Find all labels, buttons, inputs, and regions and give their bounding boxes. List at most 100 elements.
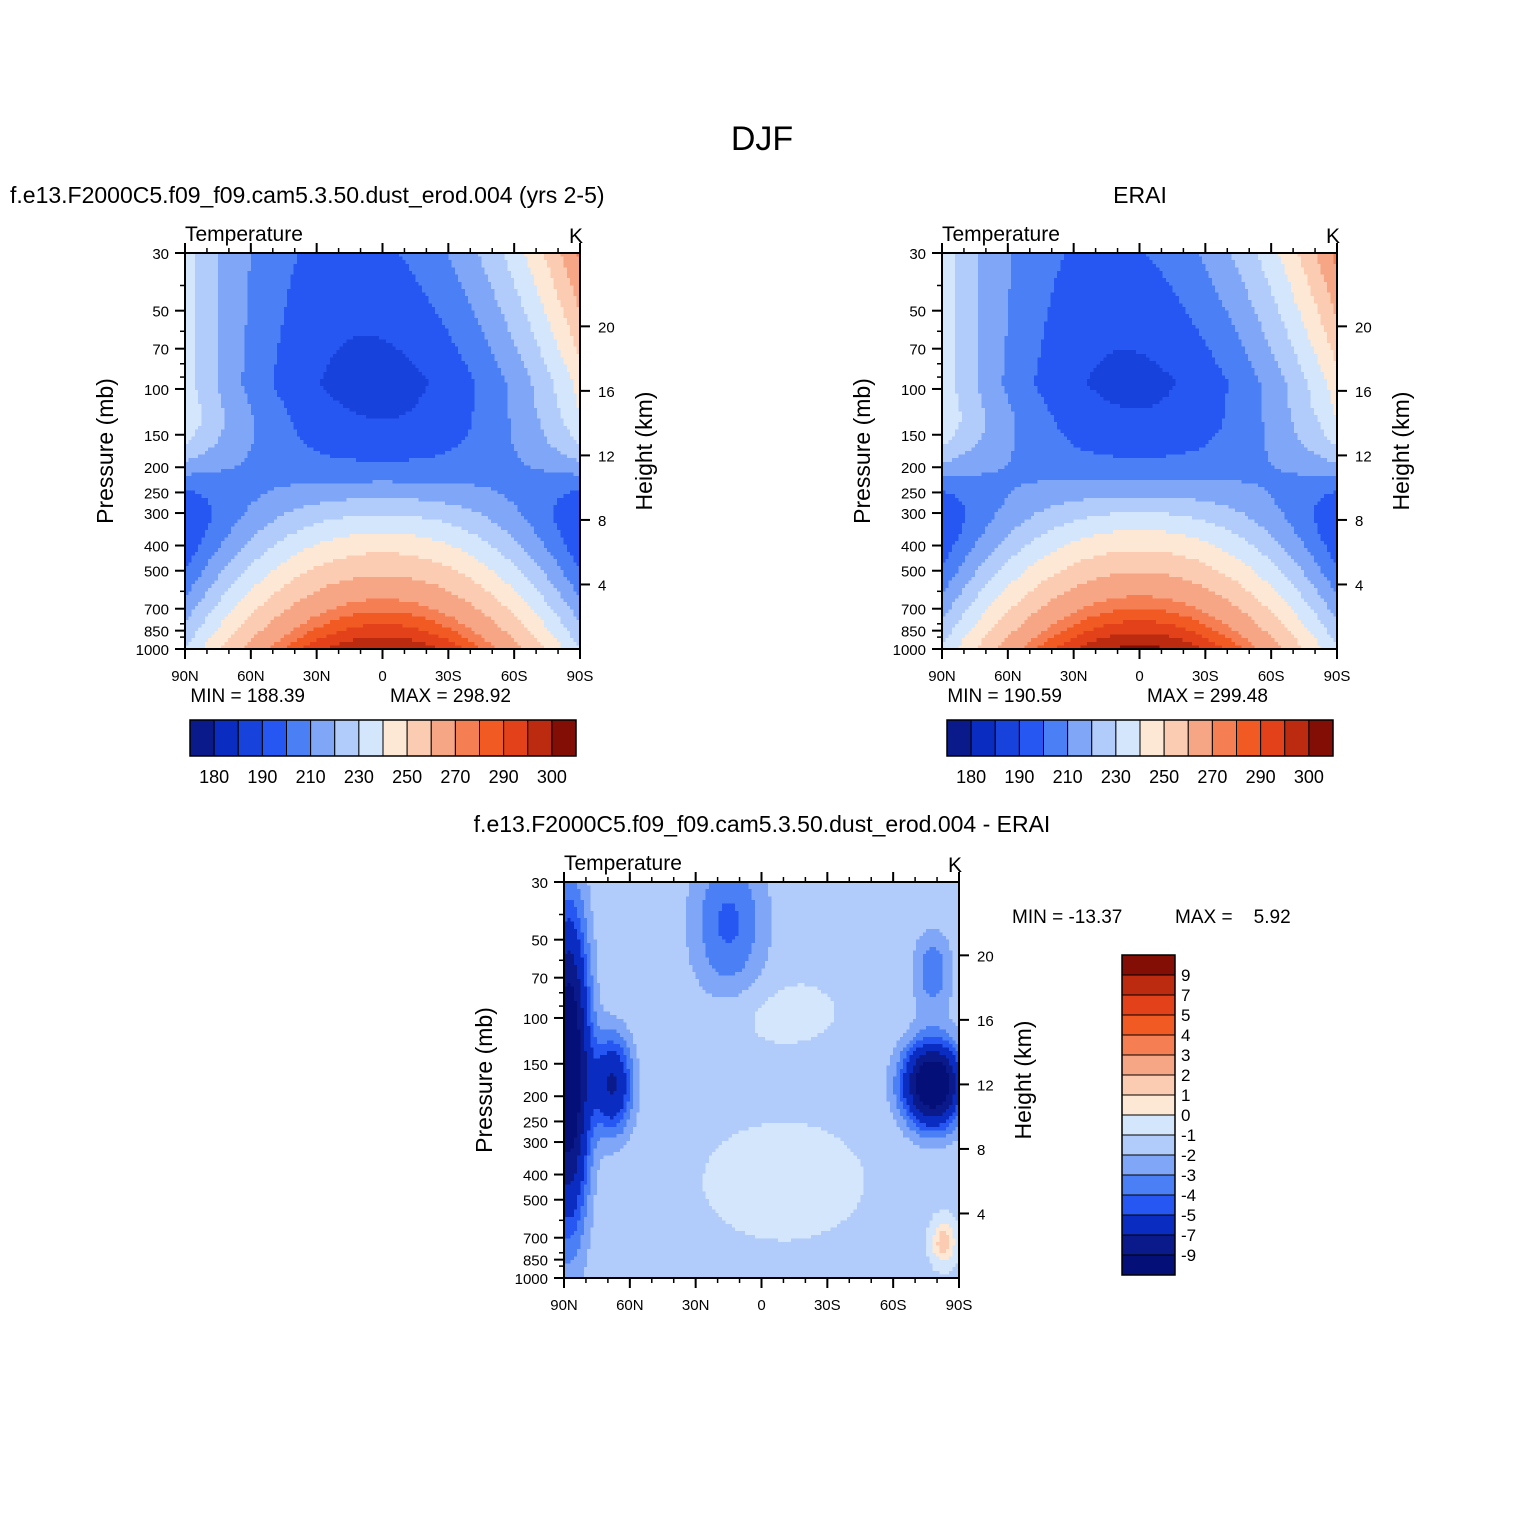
obs-contour-cell <box>978 346 1006 351</box>
obs-contour-cell <box>1024 595 1058 600</box>
obs-contour-cell <box>994 512 1035 517</box>
diff-contour-cell <box>623 1112 631 1117</box>
obs-contour-cell <box>1004 339 1042 344</box>
model-contour-cell <box>379 335 453 340</box>
diff-contour-cell <box>886 1069 898 1074</box>
model-contour-cell <box>517 346 542 351</box>
diff-contour-cell <box>718 914 740 919</box>
model-contour-cell <box>185 530 206 535</box>
diff-contour-cell <box>952 1213 960 1218</box>
model-contour-cell <box>185 634 196 639</box>
model-contour-cell <box>185 573 203 578</box>
obs-contour-cell <box>1287 404 1312 409</box>
model-contour-cell <box>185 537 203 542</box>
model-contour-cell <box>217 602 239 607</box>
obs-contour-cell <box>1057 645 1081 650</box>
model-contour-cell <box>277 350 338 355</box>
obs-contour-cell <box>942 605 953 610</box>
model-contour-cell <box>484 271 512 276</box>
model-contour-cell <box>185 375 196 380</box>
diff-ytick-label: 700 <box>523 1231 548 1248</box>
model-contour-cell <box>474 407 509 412</box>
diff-contour-cell <box>626 1087 631 1092</box>
model-contour-cell <box>487 278 515 283</box>
diff-contour-cell <box>939 1234 950 1239</box>
model-contour-cell <box>247 541 278 546</box>
obs-contour-cell <box>974 623 996 628</box>
model-contour-cell <box>563 573 581 578</box>
obs-contour-cell <box>1323 494 1338 499</box>
obs-contour-cell <box>1073 519 1206 524</box>
obs-contour-cell <box>1215 289 1249 294</box>
diff-contour-cell <box>616 1087 628 1092</box>
model-contour-cell <box>520 353 542 358</box>
diff-contour-cell <box>722 936 736 941</box>
obs-contour-cell <box>942 595 960 600</box>
diff-contour-cell <box>577 1011 585 1016</box>
diff-contour-cell <box>955 1083 960 1088</box>
diff-contour-cell <box>912 954 924 959</box>
diff-contour-cell <box>590 1173 598 1178</box>
obs-contour-cell <box>1330 634 1338 639</box>
obs-contour-cell <box>1281 368 1302 373</box>
model-contour-cell <box>185 443 216 448</box>
diff-contour-cell <box>754 979 914 984</box>
model-contour-cell <box>217 263 252 268</box>
model-contour-cell <box>250 443 308 448</box>
diff-contour-cell <box>600 1000 766 1005</box>
model-contour-cell <box>445 501 515 506</box>
model-contour-cell <box>240 371 275 376</box>
model-contour-cell <box>240 515 278 520</box>
model-contour-cell <box>194 260 219 265</box>
diff-contour-cell <box>626 1083 631 1088</box>
model-contour-cell <box>244 368 275 373</box>
obs-contour-cell <box>1258 375 1285 380</box>
model-contour-cell <box>576 641 581 646</box>
model-contour-cell <box>201 415 226 420</box>
diff-contour-cell <box>909 1076 917 1081</box>
obs-contour-cell <box>1238 335 1266 340</box>
model-contour-cell <box>458 569 496 574</box>
obs-colorbar-swatch <box>1115 719 1141 757</box>
model-contour-cell <box>517 454 568 459</box>
diff-contour-cell <box>754 903 772 908</box>
obs-y2tick-label: 16 <box>1355 384 1372 401</box>
model-contour-cell <box>329 393 423 398</box>
diff-ytick-label: 400 <box>523 1168 548 1185</box>
model-contour-cell <box>326 389 426 394</box>
model-contour-cell <box>303 526 463 531</box>
diff-contour-cell <box>564 1180 572 1185</box>
model-contour-cell <box>563 263 581 268</box>
obs-contour-cell <box>942 515 966 520</box>
diff-contour-cell <box>626 1054 631 1059</box>
model-contour-cell <box>570 325 581 330</box>
diff-contour-cell <box>751 892 769 897</box>
obs-contour-cell <box>1277 591 1302 596</box>
model-contour-cell <box>533 609 555 614</box>
obs-contour-cell <box>942 537 960 542</box>
diff-contour-cell <box>590 1234 756 1239</box>
obs-contour-cell <box>1310 289 1328 294</box>
obs-contour-cell <box>942 627 953 632</box>
model-contour-cell <box>547 577 568 582</box>
model-contour-cell <box>201 569 222 574</box>
obs-contour-cell <box>942 346 956 351</box>
obs-contour-cell <box>1192 580 1239 585</box>
diff-contour-cell <box>926 1245 934 1250</box>
model-contour-cell <box>547 368 568 373</box>
diff-contour-cell <box>639 1069 888 1074</box>
diff-contour-cell <box>596 1191 707 1196</box>
diff-contour-cell <box>590 961 598 966</box>
diff-contour-cell <box>587 972 591 977</box>
diff-contour-cell <box>639 1098 888 1103</box>
model-contour-cell <box>514 278 535 283</box>
model-contour-cell <box>201 418 226 423</box>
diff-contour-cell <box>583 1029 591 1034</box>
diff-contour-cell <box>593 1134 618 1139</box>
obs-colorbar-swatch <box>1187 719 1213 757</box>
diff-contour-cell <box>573 925 582 930</box>
obs-colorbar-label: 300 <box>1294 767 1324 787</box>
model-contour-cell <box>217 307 249 312</box>
model-contour-cell <box>540 418 565 423</box>
diff-contour-cell <box>768 889 960 894</box>
